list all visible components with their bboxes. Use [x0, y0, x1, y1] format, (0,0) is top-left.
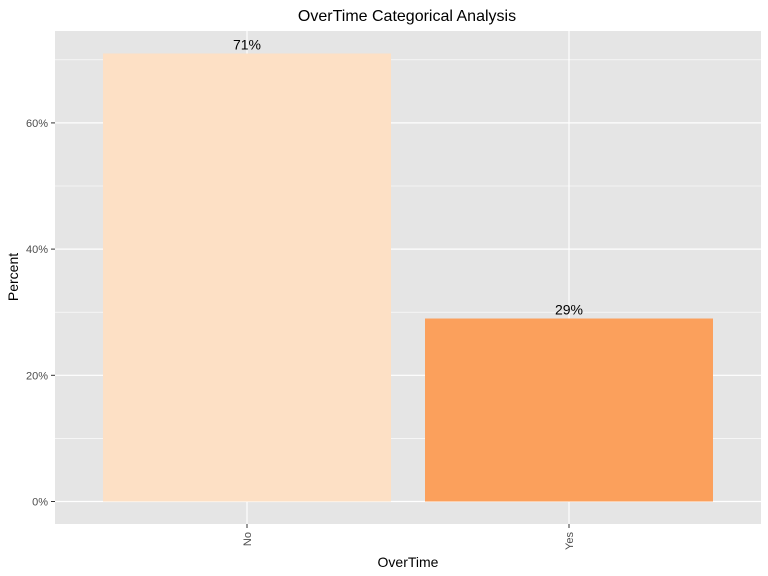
- x-tick-label: No: [242, 532, 254, 546]
- bar-value-label: 29%: [555, 302, 583, 318]
- bars: [103, 53, 713, 502]
- bar-value-label: 71%: [233, 36, 261, 52]
- y-axis: 0% 20% 40% 60%: [26, 118, 55, 509]
- y-tick-label: 60%: [26, 118, 48, 130]
- chart-title: OverTime Categorical Analysis: [298, 8, 516, 25]
- bar-yes: [425, 318, 713, 502]
- y-tick-label: 20%: [26, 370, 48, 382]
- y-tick-label: 0%: [32, 497, 48, 509]
- y-axis-label: Percent: [5, 253, 21, 301]
- x-axis: No Yes: [242, 524, 576, 550]
- x-axis-label: OverTime: [378, 554, 439, 570]
- bar-labels: 71% 29%: [233, 36, 583, 317]
- bar-no: [103, 53, 391, 502]
- x-tick-label: Yes: [564, 532, 576, 550]
- y-tick-label: 40%: [26, 244, 48, 256]
